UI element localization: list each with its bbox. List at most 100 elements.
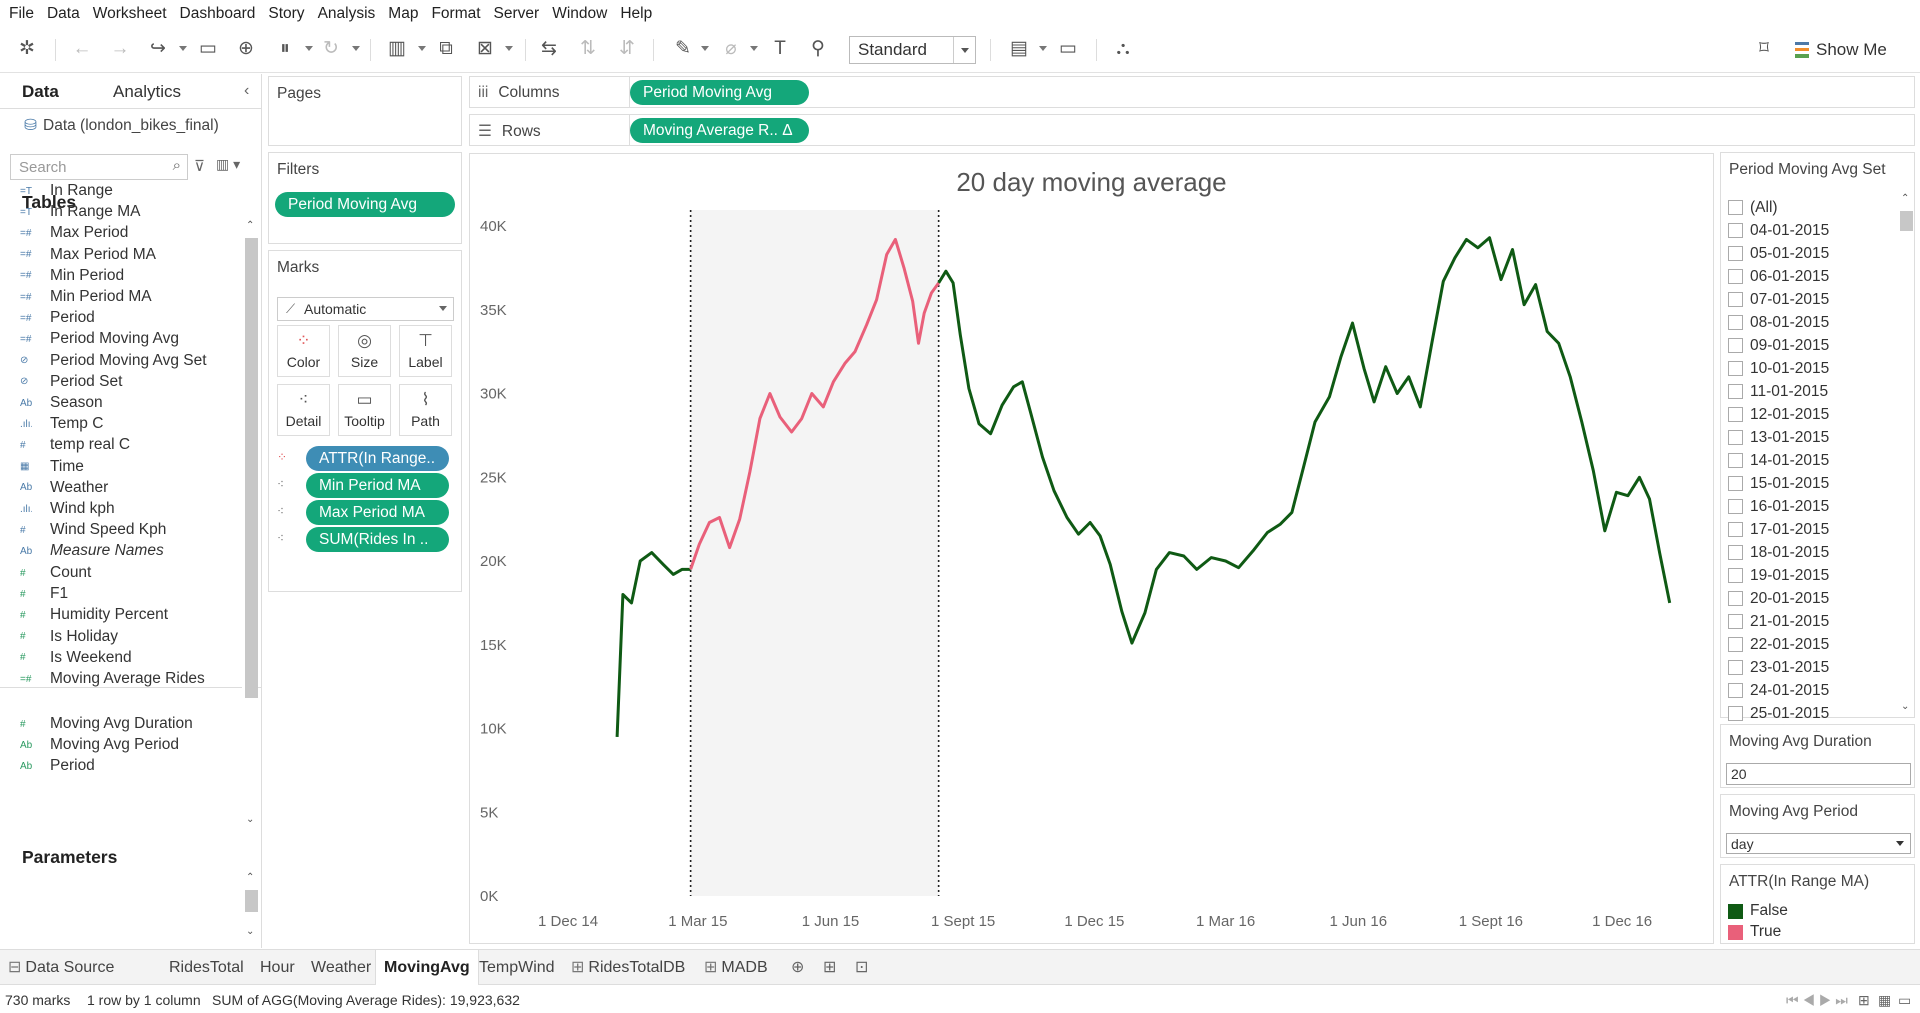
set-item[interactable]: 09-01-2015 [1728, 334, 1829, 357]
detail-button[interactable]: ⁖ Detail [277, 384, 330, 436]
line-chart[interactable]: 40K 35K 30K 25K 20K 15K 10K 5K 0K 1 Dec 14 1 Mar 1… [470, 154, 1715, 945]
field-item[interactable]: Abc Measure Names [0, 538, 240, 564]
checkbox[interactable] [1728, 453, 1743, 468]
sort-descending-icon[interactable]: ⇵ [619, 38, 635, 59]
set-item[interactable]: 16-01-2015 [1728, 495, 1829, 518]
chart-view[interactable]: 20 day moving average 40K 35K 30K 25K 20K 15K… [469, 153, 1714, 944]
set-item[interactable]: 05-01-2015 [1728, 242, 1829, 265]
field-item[interactable]: ⊘ Period Set [0, 369, 240, 395]
checkbox[interactable] [1728, 476, 1743, 491]
sheet-tab-data-source[interactable]: ⊟ Data Source [0, 950, 122, 985]
set-item[interactable]: 15-01-2015 [1728, 472, 1829, 495]
show-cards-dropdown-icon[interactable] [1039, 46, 1047, 51]
legend-item-false[interactable]: False [1728, 902, 1788, 920]
field-item[interactable]: .ılı. Wind kph [0, 496, 240, 522]
menu-dashboard[interactable]: Dashboard [179, 4, 256, 22]
new-dashboard-tab-icon[interactable]: ⊞ [823, 959, 837, 976]
fix-axes-icon[interactable]: ⚲ [811, 38, 825, 59]
collapse-pane-icon[interactable]: ‹ [244, 82, 250, 99]
search-input[interactable]: Search ⌕ [10, 154, 188, 180]
undo-icon[interactable]: ← [72, 38, 92, 59]
menu-data[interactable]: Data [46, 4, 80, 22]
highlight-icon[interactable]: ✎ [675, 38, 691, 59]
series-line-false-0[interactable] [615, 551, 691, 737]
scroll-down-icon[interactable]: ⌄ [246, 926, 255, 937]
sheet-tab-movingavg[interactable]: MovingAvg [375, 950, 479, 985]
new-story-tab-icon[interactable]: ⊡ [855, 959, 869, 976]
pages-shelf[interactable]: Pages [268, 76, 462, 146]
set-item[interactable]: 20-01-2015 [1728, 587, 1829, 610]
field-item[interactable]: ▦ Time [0, 454, 240, 480]
scroll-down-icon[interactable]: ⌄ [246, 814, 255, 825]
checkbox[interactable] [1728, 499, 1743, 514]
menu-file[interactable]: File [9, 4, 34, 22]
max-period-ma-pill[interactable]: Max Period MA [306, 500, 449, 525]
new-worksheet-icon[interactable]: ▥ [388, 38, 406, 59]
filter-pill[interactable]: Period Moving Avg [275, 192, 455, 217]
duration-input[interactable]: 20 [1726, 763, 1911, 785]
columns-pill[interactable]: Period Moving Avg [630, 80, 809, 105]
presentation-mode-icon[interactable]: ▭ [1059, 38, 1077, 59]
share-icon[interactable]: ⛬ [1116, 38, 1130, 59]
field-item[interactable]: # Is Holiday [0, 624, 240, 650]
attr-in-range-pill[interactable]: ATTR(In Range.. [306, 446, 449, 471]
series-line-true-1[interactable] [689, 237, 940, 570]
field-item[interactable]: =# Period Moving Avg [0, 326, 240, 352]
tooltip-button[interactable]: ▭ Tooltip [338, 384, 391, 436]
mark-type-dropdown[interactable]: ⟋ Automatic [277, 297, 454, 321]
field-item[interactable]: =# Moving Average Rides [0, 666, 240, 692]
field-item[interactable]: # Is Weekend [0, 645, 240, 671]
scrollbar-thumb[interactable] [1900, 211, 1913, 231]
fields-scrollbar[interactable]: ⌃ ⌄ [242, 220, 258, 832]
field-item[interactable]: ⊘ Period Moving Avg Set [0, 348, 240, 374]
fit-dropdown[interactable]: Standard [849, 36, 976, 64]
parameters-scrollbar[interactable]: ⌃ ⌄ [242, 872, 258, 944]
tab-data[interactable]: Data [22, 82, 59, 101]
set-item[interactable]: 23-01-2015 [1728, 656, 1829, 679]
field-item[interactable]: # Count [0, 560, 240, 586]
replay-dropdown-icon[interactable] [179, 46, 187, 51]
clear-sheet-icon[interactable]: ⊠ [477, 38, 493, 59]
scroll-down-icon[interactable]: ⌄ [1901, 701, 1910, 712]
grid-view-icon[interactable]: ⊞ [1858, 992, 1870, 1008]
menu-server[interactable]: Server [493, 4, 540, 22]
field-item[interactable]: # F1 [0, 581, 240, 607]
checkbox[interactable] [1728, 568, 1743, 583]
rows-pill[interactable]: Moving Average R.. Δ [630, 118, 809, 143]
duplicate-sheet-icon[interactable]: ⧉ [439, 38, 453, 59]
show-mark-labels-icon[interactable]: T [774, 38, 786, 59]
field-item[interactable]: Abc Weather [0, 475, 240, 501]
filters-shelf[interactable]: Filters Period Moving Avg [268, 152, 462, 244]
set-scrollbar[interactable]: ⌃ ⌄ [1897, 193, 1913, 717]
menu-format[interactable]: Format [431, 4, 481, 22]
rows-shelf[interactable]: ☰ Rows Moving Average R.. Δ [469, 114, 1915, 146]
view-options-icon[interactable]: ▥ ▾ [216, 156, 241, 172]
tab-navigation-icon[interactable]: ⏮ ◀ ▶ ⏭ [1786, 992, 1848, 1008]
menu-analysis[interactable]: Analysis [317, 4, 376, 22]
checkbox[interactable] [1728, 246, 1743, 261]
set-item[interactable]: 21-01-2015 [1728, 610, 1829, 633]
checkbox[interactable] [1728, 614, 1743, 629]
checkbox[interactable] [1728, 430, 1743, 445]
tab-analytics[interactable]: Analytics [113, 82, 182, 101]
parameter-item[interactable]: # Moving Avg Duration [0, 711, 240, 737]
set-item[interactable]: 07-01-2015 [1728, 288, 1829, 311]
scrollbar-thumb[interactable] [245, 238, 258, 698]
series-line-false-2[interactable] [937, 236, 1672, 645]
path-button[interactable]: ⌇ Path [399, 384, 452, 436]
set-item[interactable]: 25-01-2015 [1728, 702, 1829, 725]
sheet-tab-tempwind[interactable]: TempWind [471, 950, 563, 985]
sheet-tab-weather[interactable]: Weather [303, 950, 379, 985]
set-item[interactable]: 13-01-2015 [1728, 426, 1829, 449]
period-dropdown[interactable]: day [1726, 833, 1911, 854]
new-worksheet-dropdown-icon[interactable] [418, 46, 426, 51]
save-icon[interactable]: ▭ [199, 38, 217, 59]
checkbox[interactable] [1728, 706, 1743, 721]
checkbox[interactable] [1728, 591, 1743, 606]
clear-dropdown-icon[interactable] [505, 46, 513, 51]
field-item[interactable]: =# Min Period [0, 263, 240, 289]
menu-help[interactable]: Help [620, 4, 653, 22]
parameter-item[interactable]: Abc Period [0, 753, 240, 779]
checkbox[interactable] [1728, 660, 1743, 675]
set-item[interactable]: 12-01-2015 [1728, 403, 1829, 426]
